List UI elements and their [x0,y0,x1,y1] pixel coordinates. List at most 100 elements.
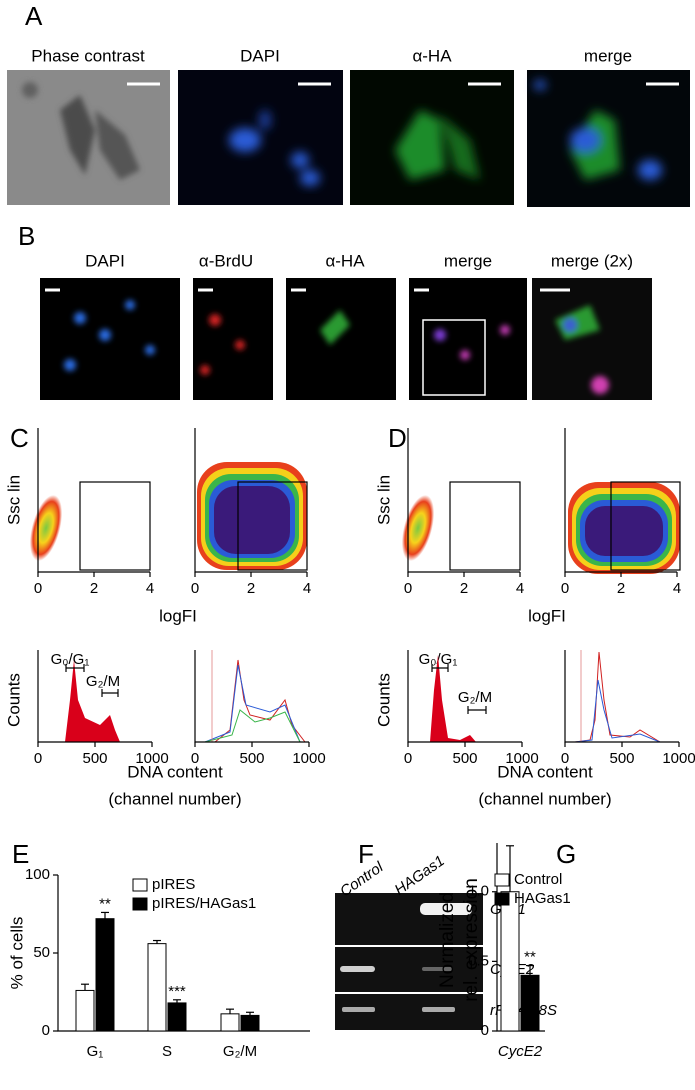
x-tick-label: 2 [90,580,98,597]
panel-label: G [556,839,576,869]
bar [220,1013,240,1032]
inset-box [422,319,486,396]
x-tick-label: 0 [404,580,412,597]
bar [147,943,167,1032]
x-tick-label: 0 [191,580,199,597]
x-tick-label: 2 [247,580,255,597]
panel-label: A [25,1,43,31]
panel-label: B [18,221,35,251]
image-label: Phase contrast [31,46,145,65]
x-tick-label: 500 [609,750,634,767]
axis-label: DNA content [127,762,223,781]
band [340,966,375,972]
significance: *** [168,983,186,1000]
flow-axes: 0 2 4 0 2 4 0 2 4 0 2 4 0 500 1000 0 500 1000 0 500 1000 0 500… [34,428,695,767]
x-tick-label: 1000 [292,750,325,767]
x-tick-label: 500 [239,750,264,767]
x-tick-label: 0 [34,580,42,597]
x-tick-label: 4 [516,580,524,597]
lane-label: HAGas1 [392,852,448,898]
y-axis-label: Normalized [437,892,458,988]
band [342,1007,375,1012]
legend-swatch [132,897,148,911]
panel-a: Phase contrast DAPI α-HA merge [7,46,690,207]
legend-label: Control [514,871,562,888]
micrograph [193,278,273,400]
axis-label: Ssc lin [374,475,393,525]
panel-label: F [358,839,374,869]
panel-label: E [12,839,29,869]
image-label: merge (2x) [551,251,633,270]
axis-line [564,650,679,743]
axis-label: DNA content [497,762,593,781]
image-label: DAPI [240,46,280,65]
x-tick-label: G₁ [87,1043,104,1060]
bar [167,1002,187,1032]
image-label: merge [584,46,632,65]
y-axis-label: % of cells [7,917,26,990]
x-tick-label: 4 [146,580,154,597]
y-tick-label: 100 [25,866,50,883]
y-tick-label: 0.5 [468,952,489,969]
y-tick-label: 0 [42,1022,50,1039]
nuclei [64,300,609,394]
legend-label: pIRES/HAGas1 [152,895,256,912]
x-tick-label: 500 [452,750,477,767]
gate-label: G₂/M [458,689,492,706]
micrograph [286,278,396,400]
bar [95,918,115,1032]
micrograph [40,278,180,400]
legend-swatch [132,878,148,892]
x-tick-label: CycE2 [498,1043,543,1060]
legend-label: HAGas1 [514,890,571,907]
x-tick-label: 1000 [662,750,695,767]
gate-label: G₂/M [86,673,120,690]
nuclei [229,110,320,186]
panel-label: D [388,423,407,453]
axis-label: logFI [528,606,566,625]
x-tick-label: 4 [303,580,311,597]
bar [520,974,540,1032]
x-tick-label: 0 [34,750,42,767]
image-label: α-HA [412,46,452,65]
x-tick-label: G₂/M [223,1043,257,1060]
bar [500,891,520,1032]
image-label: α-BrdU [199,251,253,270]
axis-label: (channel number) [108,789,241,808]
image-label: DAPI [85,251,125,270]
bar [240,1014,260,1032]
significance: ** [524,949,536,966]
x-tick-label: 4 [673,580,681,597]
panel-label: C [10,423,29,453]
y-tick-label: 1.0 [468,883,489,900]
axis-label: logFI [159,606,197,625]
x-tick-label: 2 [460,580,468,597]
x-tick-label: 0 [404,750,412,767]
axis-label: Ssc lin [4,475,23,525]
y-tick-label: 0 [481,1022,489,1039]
cells [22,82,140,180]
x-tick-label: 0 [561,750,569,767]
image-label: α-HA [325,251,365,270]
micrograph [532,278,652,400]
band [420,903,472,915]
cells [395,110,480,180]
x-tick-label: 1000 [135,750,168,767]
band [422,967,452,971]
bar [75,989,95,1032]
flow-density [29,462,681,743]
micrograph [409,278,527,400]
x-tick-label: 500 [82,750,107,767]
axis-label: Counts [4,673,23,727]
cells [534,80,662,180]
band [422,1007,455,1012]
significance: ** [99,895,111,912]
x-tick-label: S [162,1043,172,1060]
legend-swatch [494,892,510,906]
legend-swatch [494,873,510,887]
axis-label: (channel number) [478,789,611,808]
x-tick-label: 0 [191,750,199,767]
image-label: merge [444,251,492,270]
legend-label: pIRES [152,876,195,893]
